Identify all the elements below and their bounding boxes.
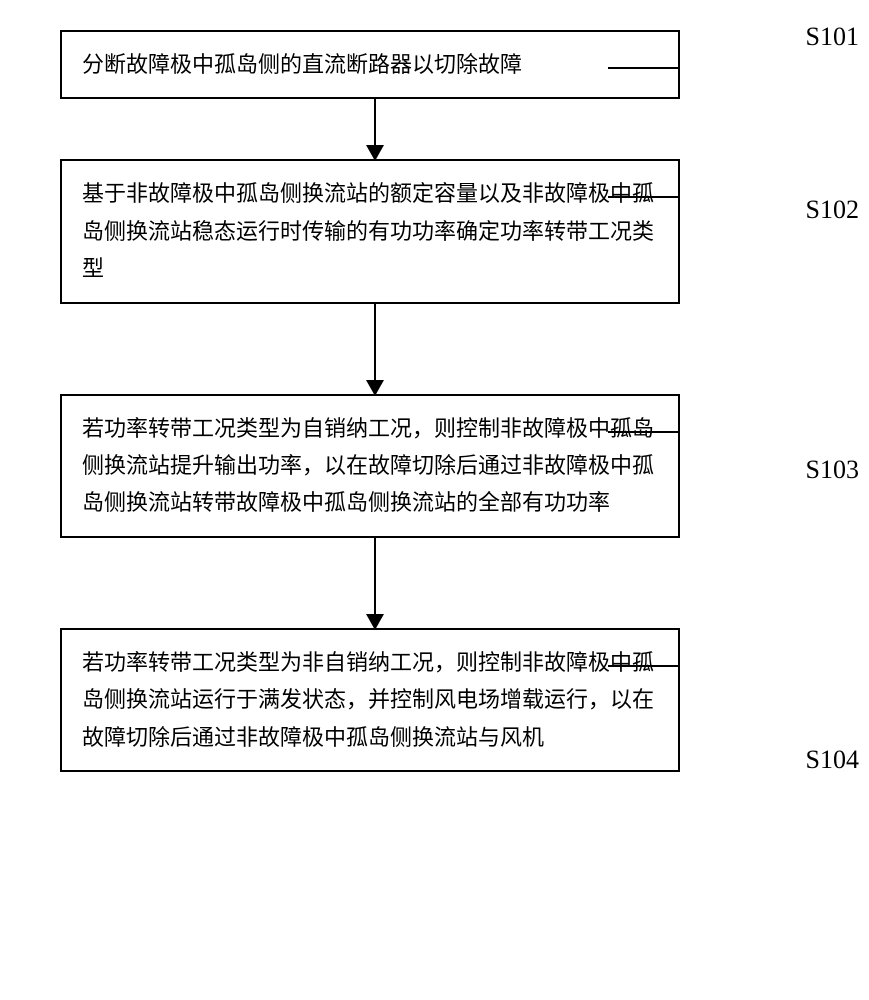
step-box-s104: 若功率转带工况类型为非自销纳工况，则控制非故障极中孤岛侧换流站运行于满发状态，并… xyxy=(60,628,680,772)
connector-line xyxy=(608,196,678,198)
step-text: 若功率转带工况类型为自销纳工况，则控制非故障极中孤岛侧换流站提升输出功率，以在故… xyxy=(82,410,658,522)
arrow-container-3 xyxy=(60,538,809,628)
arrow-container-2 xyxy=(60,304,809,394)
step-label-s103: S103 xyxy=(806,455,859,485)
connector-line xyxy=(608,665,678,667)
connector-line xyxy=(608,67,678,69)
step-box-s101: 分断故障极中孤岛侧的直流断路器以切除故障 xyxy=(60,30,680,99)
step-wrapper-2: 基于非故障极中孤岛侧换流站的额定容量以及非故障极中孤岛侧换流站稳态运行时传输的有… xyxy=(60,159,809,303)
arrow-container-1 xyxy=(60,99,809,159)
step-box-s102: 基于非故障极中孤岛侧换流站的额定容量以及非故障极中孤岛侧换流站稳态运行时传输的有… xyxy=(60,159,680,303)
step-label-s101: S101 xyxy=(806,22,859,52)
connector-line xyxy=(608,431,678,433)
arrow-down xyxy=(374,538,376,628)
step-wrapper-4: 若功率转带工况类型为非自销纳工况，则控制非故障极中孤岛侧换流站运行于满发状态，并… xyxy=(60,628,809,772)
step-text: 基于非故障极中孤岛侧换流站的额定容量以及非故障极中孤岛侧换流站稳态运行时传输的有… xyxy=(82,175,658,287)
step-label-s104: S104 xyxy=(806,745,859,775)
step-label-s102: S102 xyxy=(806,195,859,225)
arrow-down xyxy=(374,99,376,159)
step-wrapper-1: 分断故障极中孤岛侧的直流断路器以切除故障 xyxy=(60,30,809,99)
step-text: 若功率转带工况类型为非自销纳工况，则控制非故障极中孤岛侧换流站运行于满发状态，并… xyxy=(82,644,658,756)
step-text: 分断故障极中孤岛侧的直流断路器以切除故障 xyxy=(82,46,522,83)
arrow-down xyxy=(374,304,376,394)
step-wrapper-3: 若功率转带工况类型为自销纳工况，则控制非故障极中孤岛侧换流站提升输出功率，以在故… xyxy=(60,394,809,538)
step-box-s103: 若功率转带工况类型为自销纳工况，则控制非故障极中孤岛侧换流站提升输出功率，以在故… xyxy=(60,394,680,538)
flowchart-container: 分断故障极中孤岛侧的直流断路器以切除故障 S101 基于非故障极中孤岛侧换流站的… xyxy=(60,30,809,772)
